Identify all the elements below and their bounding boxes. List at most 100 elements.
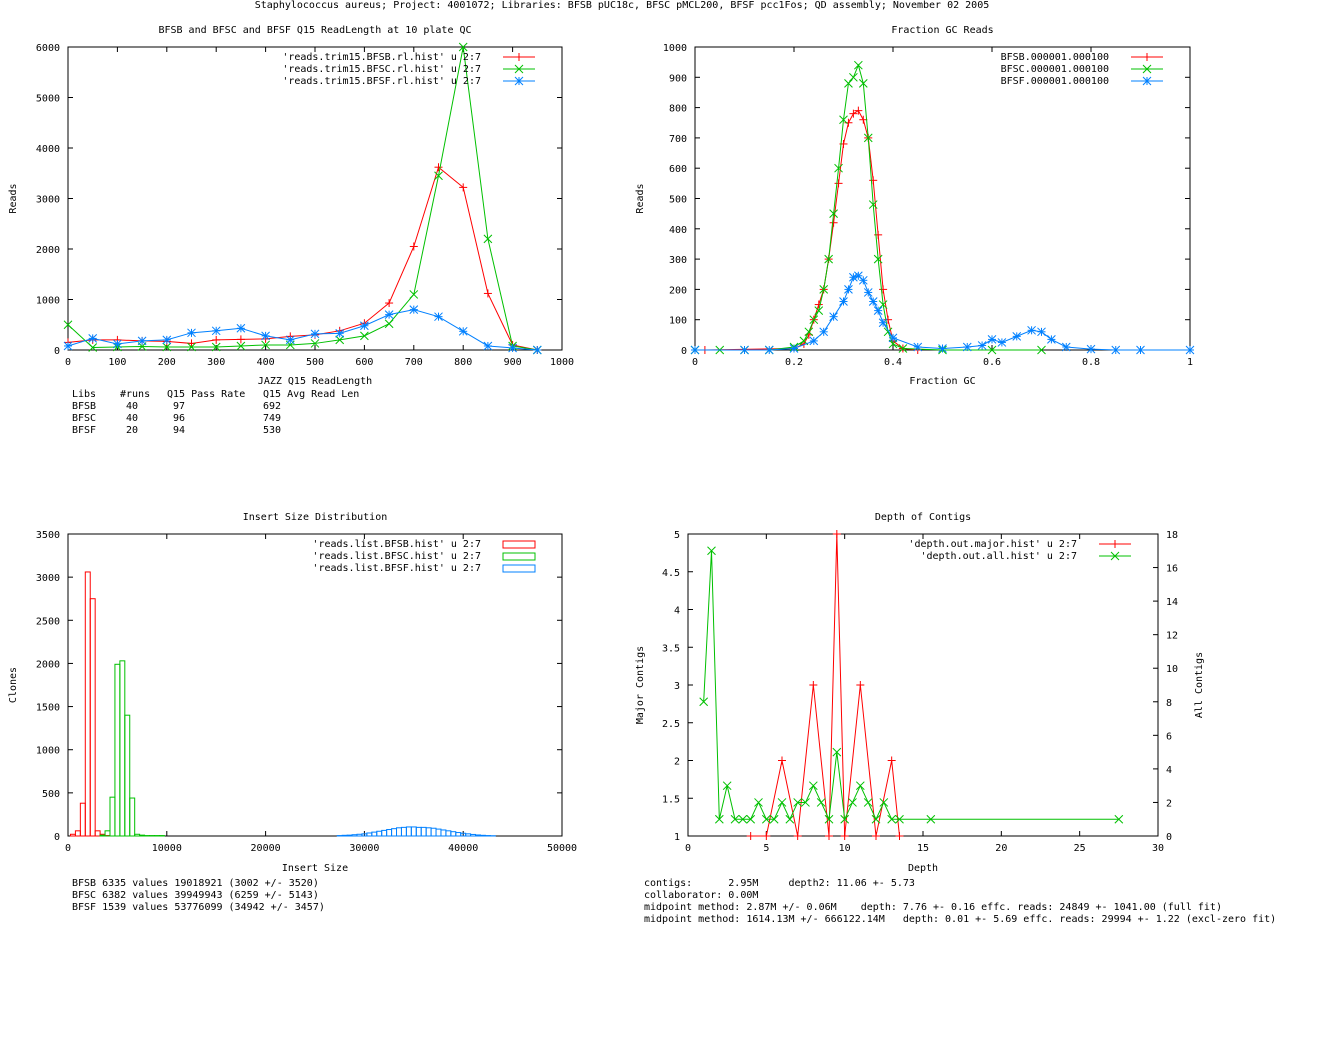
data-point-mark	[88, 343, 98, 352]
stats-table-cell: 96	[173, 413, 185, 424]
data-point-mark	[809, 336, 819, 346]
data-point-mark	[855, 781, 865, 791]
data-point-mark	[863, 133, 873, 143]
depth-x-tick-label: 20	[995, 843, 1007, 854]
data-point-mark	[1185, 345, 1195, 355]
insert-bar	[99, 834, 106, 837]
data-point-mark	[895, 814, 904, 824]
depth-y-tick-label: 4.5	[662, 568, 680, 579]
insert-bar	[391, 828, 398, 837]
gc-y-tick-label: 500	[669, 195, 687, 206]
gc-x-tick-label: 0.4	[884, 357, 902, 368]
data-point-mark	[310, 329, 320, 339]
readlength-series-line	[67, 46, 538, 351]
insert-bar	[134, 833, 141, 837]
gc-y-tick-label: 800	[669, 104, 687, 115]
readlength-series-markers	[63, 42, 542, 355]
depth-y-tick-label: 4	[674, 606, 680, 617]
depth-series-markers	[699, 546, 1124, 824]
depth-legend-marker	[1111, 540, 1119, 548]
data-point-mark	[360, 331, 369, 341]
gc-x-tick-label: 0.2	[785, 357, 803, 368]
insert-bar	[405, 826, 412, 837]
readlength-legend-marker	[514, 64, 524, 74]
depth-y2-tick-label: 2	[1166, 798, 1172, 809]
data-point-mark	[913, 342, 923, 352]
data-point-mark	[849, 72, 858, 82]
data-point-mark	[849, 272, 858, 282]
gc-y-axis-label: Reads	[635, 183, 646, 213]
stats-table-cell: 20	[126, 425, 138, 436]
readlength-legend-label: 'reads.trim15.BFSB.rl.hist' u 2:7	[282, 52, 481, 63]
data-point-mark	[514, 64, 524, 74]
depth-y-axis-label: Major Contigs	[635, 646, 646, 724]
insert-bar	[371, 831, 378, 837]
depth-y2-tick-label: 8	[1166, 698, 1172, 709]
stats-table-cell: 749	[263, 413, 281, 424]
stats-table-header: Q15 Pass Rate	[167, 389, 245, 400]
data-point-mark	[1142, 64, 1152, 74]
insert-bar	[341, 834, 348, 837]
insert-x-tick-label: 0	[65, 843, 71, 854]
data-point-mark	[809, 315, 819, 325]
gc-y-tick-label: 700	[669, 134, 687, 145]
insert-bar	[366, 832, 373, 837]
insert-legend-label: 'reads.list.BFSC.hist' u 2:7	[312, 551, 481, 562]
stats-table-cell: BFSF	[72, 425, 96, 436]
data-point-mark	[458, 42, 468, 52]
gc-series-line	[695, 275, 1190, 351]
data-point-mark	[898, 344, 908, 353]
data-point-mark	[962, 342, 972, 352]
depth-y2-tick-label: 10	[1166, 664, 1178, 675]
gc-series-markers	[690, 271, 1195, 355]
insert-bar	[124, 714, 131, 837]
data-point-mark	[868, 200, 878, 209]
insert-y-tick-label: 0	[54, 832, 60, 843]
readlength-y-tick-label: 6000	[36, 43, 60, 54]
data-point-mark	[187, 342, 196, 352]
readlength-x-axis-label: JAZZ Q15 ReadLength	[258, 376, 372, 387]
insert-bar	[381, 829, 388, 837]
data-point-mark	[384, 319, 394, 329]
readlength-x-tick-label: 1000	[550, 357, 574, 368]
stats-table-header: Libs	[72, 389, 96, 400]
stats-table-header: #runs	[120, 389, 150, 400]
data-point-mark	[844, 285, 853, 294]
data-point-mark	[844, 79, 853, 88]
insert-bar	[415, 826, 422, 837]
data-point-mark	[261, 331, 270, 341]
insert-y-axis-label: Clones	[8, 667, 19, 703]
insert-bar	[450, 831, 457, 837]
data-point-mark	[799, 336, 809, 346]
data-point-mark	[863, 798, 873, 807]
data-point-mark	[839, 115, 848, 125]
readlength-x-tick-label: 900	[504, 357, 522, 368]
readlength-x-tick-label: 500	[306, 357, 324, 368]
depth-y2-tick-label: 4	[1166, 765, 1172, 776]
insert-legend-label: 'reads.list.BFSF.hist' u 2:7	[312, 563, 481, 574]
depth-y2-tick-label: 6	[1166, 731, 1172, 742]
depth-x-tick-label: 15	[917, 843, 929, 854]
stats-table-cell: BFSB	[72, 401, 96, 412]
gc-x-tick-label: 1	[1187, 357, 1193, 368]
gc-y-tick-label: 300	[669, 255, 687, 266]
data-point-mark	[829, 312, 838, 322]
gc-series-line	[695, 63, 1042, 351]
gc-x-tick-label: 0.8	[1082, 357, 1100, 368]
depth-x-tick-label: 30	[1152, 843, 1164, 854]
insert-bar	[74, 830, 81, 837]
data-point-mark	[187, 328, 196, 338]
data-point-mark	[873, 306, 883, 315]
readlength-x-tick-label: 300	[207, 357, 225, 368]
data-point-mark	[868, 297, 878, 306]
insert-bar	[386, 829, 393, 837]
depth-y-tick-label: 1.5	[662, 794, 680, 805]
data-point-mark	[483, 341, 493, 351]
readlength-series-line	[67, 309, 538, 351]
insert-y-tick-label: 2500	[36, 616, 60, 627]
insert-x-tick-label: 20000	[251, 843, 281, 854]
data-point-mark	[873, 254, 883, 264]
depth-x-axis-label: Depth	[908, 863, 938, 874]
insert-bar	[410, 826, 417, 837]
